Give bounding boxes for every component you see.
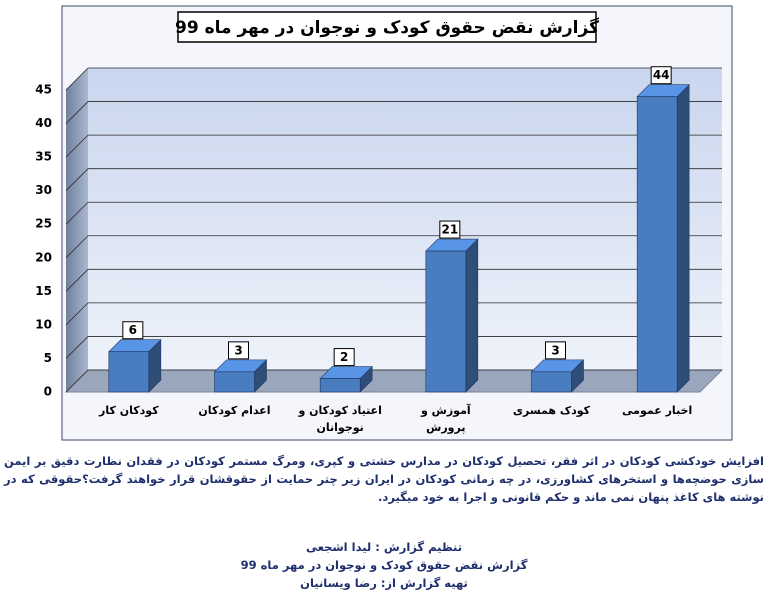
credit-line: تهیه گزارش از: رضا ویسانیان: [300, 576, 468, 590]
bar-side: [676, 83, 690, 393]
x-tick-label: کودک همسری: [512, 404, 591, 417]
credit-line: تنظیم گزارش : لیدا اشجعی: [305, 540, 463, 554]
value-label: 6: [129, 323, 137, 337]
grid-line-side: [65, 134, 89, 158]
y-tick-label: 10: [35, 317, 52, 331]
grid-line-side: [65, 201, 89, 225]
caption: افزایش خودکشی کودکان در اثر فقر، تحصیل ک…: [4, 454, 764, 504]
x-tick-label: اعدام کودکان: [198, 404, 271, 417]
credit-line: گزارش نقض حقوق کودک و نوجوان در مهر ماه …: [240, 558, 528, 572]
y-tick-label: 35: [35, 150, 52, 164]
grid-line-side: [65, 336, 89, 359]
value-label-box: [333, 348, 355, 367]
y-tick-label: 20: [35, 250, 52, 264]
value-label: 3: [551, 343, 559, 357]
chart-title: گزارش نقض حقوق کودک و نوجوان در مهر ماه …: [175, 17, 599, 38]
bar: [213, 359, 268, 393]
y-tick-label: 45: [35, 83, 52, 97]
bar-front: [425, 250, 467, 393]
grid-line-side: [65, 269, 89, 292]
bar-front: [531, 371, 572, 393]
value-label-box: [122, 321, 144, 340]
x-tick-label: اعتیاد کودکان و نوجوانان: [298, 404, 382, 434]
bar: [108, 339, 162, 393]
grid-line-side: [65, 302, 89, 326]
value-label: 44: [653, 68, 670, 82]
bar-front: [636, 96, 678, 393]
back-wall: [88, 68, 722, 370]
grid-line-side: [65, 168, 89, 191]
y-tick-label: 5: [44, 351, 52, 365]
bar-front: [319, 378, 361, 393]
y-tick-label: 0: [44, 385, 52, 399]
y-tick-label: 30: [35, 183, 52, 197]
bar-front: [108, 351, 150, 393]
credits: تنظیم گزارش : لیدا اشجعی گزارش نقض حقوق ک…: [0, 538, 768, 592]
grid-line-side: [65, 101, 89, 124]
value-label-box: [650, 66, 672, 85]
value-label-box: [545, 341, 566, 360]
floor: [64, 369, 724, 393]
bar-side: [465, 238, 479, 393]
bar: [425, 238, 479, 393]
bar: [530, 359, 585, 393]
y-tick-label: 15: [35, 284, 52, 298]
value-label-box: [228, 341, 249, 360]
value-label-box: [439, 220, 461, 239]
x-tick-label: اخبار عمومی: [622, 404, 693, 417]
value-label: 2: [340, 350, 348, 364]
bar-front: [214, 371, 255, 393]
x-tick-label: کودکان کار: [99, 404, 159, 417]
value-label: 21: [441, 223, 458, 237]
bar: [636, 83, 690, 393]
y-tick-label: 25: [35, 217, 52, 231]
y-tick-label: 40: [35, 116, 52, 130]
title-box: [177, 11, 597, 43]
grid-line-side: [65, 369, 89, 393]
value-label: 3: [234, 343, 242, 357]
grid-line-side: [65, 235, 89, 259]
bar: [319, 365, 373, 393]
side-wall: [66, 68, 88, 392]
grid-line-side: [65, 67, 89, 91]
x-tick-label: آموزش و پرورش: [421, 404, 471, 434]
chart: 0 5 10 15 20 25 30 35 40 45 6 3 2 21 3 44 گزارش نقض حقو…: [35, 5, 733, 441]
